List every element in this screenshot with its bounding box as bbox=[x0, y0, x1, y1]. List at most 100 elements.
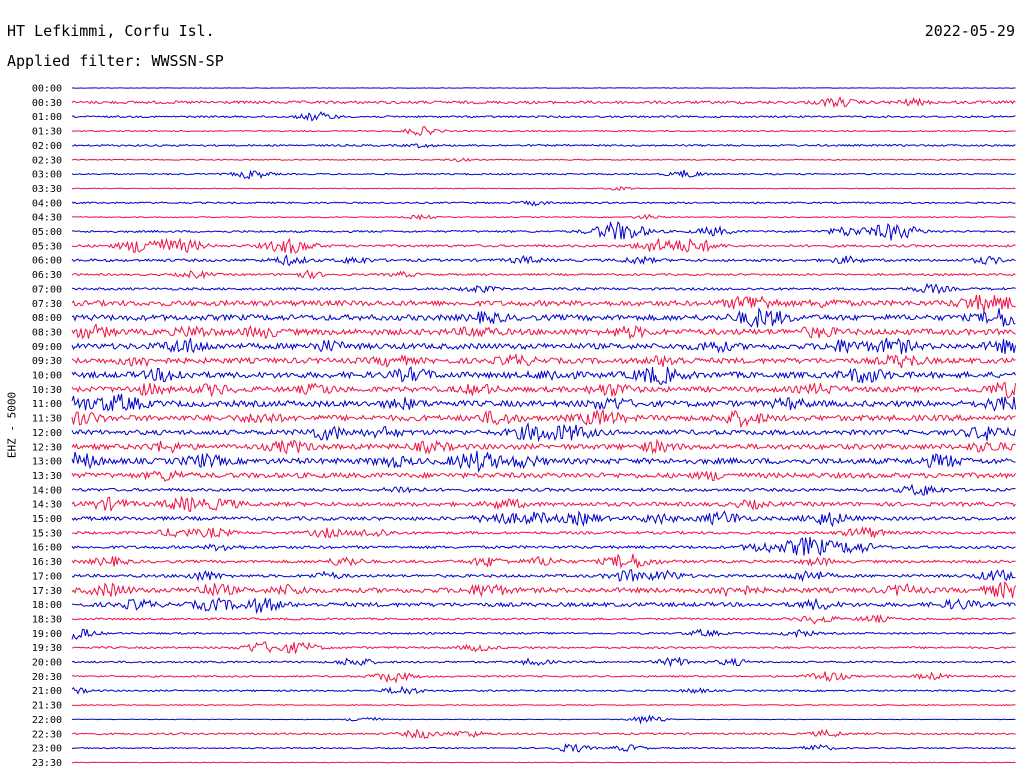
trace-labels: 00:00 00:30 01:00 01:30 02:00 02:30 03:00 03:30… bbox=[32, 84, 62, 769]
trace-label: 11:30 bbox=[32, 414, 62, 425]
trace-line bbox=[71, 157, 1016, 163]
trace-label: 16:30 bbox=[32, 557, 62, 568]
trace-line bbox=[71, 95, 1016, 109]
trace-line bbox=[71, 169, 1016, 180]
trace-label: 06:00 bbox=[32, 256, 62, 267]
trace-lines bbox=[71, 87, 1016, 764]
trace-line bbox=[71, 685, 1016, 695]
trace-line bbox=[71, 111, 1016, 122]
trace-line bbox=[71, 569, 1016, 583]
trace-label: 04:30 bbox=[32, 213, 62, 224]
trace-line bbox=[71, 553, 1016, 569]
trace-line bbox=[71, 200, 1016, 207]
trace-label: 17:00 bbox=[32, 571, 62, 582]
trace-label: 02:00 bbox=[32, 141, 62, 152]
trace-line bbox=[71, 366, 1016, 385]
record-date: 2022-05-29 bbox=[924, 22, 1015, 40]
trace-label: 02:30 bbox=[32, 155, 62, 166]
trace-label: 12:30 bbox=[32, 442, 62, 453]
trace-label: 09:00 bbox=[32, 342, 62, 353]
trace-label: 00:00 bbox=[32, 84, 62, 95]
trace-line bbox=[71, 213, 1016, 221]
trace-line bbox=[71, 408, 1016, 429]
trace-label: 07:00 bbox=[32, 284, 62, 295]
trace-label: 01:30 bbox=[32, 127, 62, 138]
trace-line bbox=[71, 525, 1016, 539]
station-title: HT Lefkimmi, Corfu Isl. bbox=[7, 22, 215, 40]
trace-label: 05:30 bbox=[32, 241, 62, 252]
trace-line bbox=[71, 510, 1016, 528]
trace-line bbox=[71, 657, 1016, 668]
trace-label: 06:30 bbox=[32, 270, 62, 281]
trace-line bbox=[71, 421, 1016, 443]
trace-label: 23:30 bbox=[32, 758, 62, 769]
trace-label: 22:00 bbox=[32, 715, 62, 726]
trace-line bbox=[71, 536, 1016, 556]
trace-label: 14:30 bbox=[32, 500, 62, 511]
trace-line bbox=[71, 671, 1016, 684]
trace-label: 22:30 bbox=[32, 729, 62, 740]
trace-label: 10:30 bbox=[32, 385, 62, 396]
trace-label: 15:00 bbox=[32, 514, 62, 525]
filter-label: Applied filter: WWSSN-SP bbox=[7, 52, 224, 70]
trace-label: 19:30 bbox=[32, 643, 62, 654]
trace-line bbox=[71, 126, 1016, 137]
trace-label: 21:30 bbox=[32, 701, 62, 712]
trace-line bbox=[72, 714, 1016, 725]
trace-label: 18:00 bbox=[32, 600, 62, 611]
trace-label: 09:30 bbox=[32, 356, 62, 367]
trace-line bbox=[71, 323, 1016, 340]
trace-line bbox=[71, 728, 1016, 739]
trace-line bbox=[72, 761, 1016, 764]
trace-line bbox=[71, 614, 1016, 625]
trace-label: 12:00 bbox=[32, 428, 62, 439]
trace-label: 14:00 bbox=[32, 485, 62, 496]
trace-line bbox=[71, 282, 1016, 295]
trace-label: 20:30 bbox=[32, 672, 62, 683]
trace-label: 18:30 bbox=[32, 614, 62, 625]
trace-line bbox=[71, 628, 1016, 640]
trace-line bbox=[71, 254, 1016, 267]
trace-label: 11:00 bbox=[32, 399, 62, 410]
trace-label: 00:30 bbox=[32, 98, 62, 109]
trace-label: 16:00 bbox=[32, 543, 62, 554]
trace-line bbox=[71, 352, 1016, 369]
trace-line bbox=[71, 743, 1016, 753]
trace-label: 05:00 bbox=[32, 227, 62, 238]
trace-label: 23:00 bbox=[32, 744, 62, 755]
trace-line bbox=[71, 337, 1016, 355]
trace-line bbox=[71, 393, 1016, 412]
trace-line bbox=[71, 450, 1016, 473]
trace-line bbox=[71, 597, 1016, 615]
trace-label: 15:30 bbox=[32, 528, 62, 539]
trace-label: 19:00 bbox=[32, 629, 62, 640]
trace-line bbox=[72, 704, 1016, 707]
trace-label: 13:00 bbox=[32, 457, 62, 468]
trace-line bbox=[71, 306, 1016, 328]
trace-line bbox=[71, 269, 1016, 280]
trace-line bbox=[71, 580, 1016, 600]
trace-label: 08:00 bbox=[32, 313, 62, 324]
trace-line bbox=[71, 185, 1016, 191]
trace-label: 20:00 bbox=[32, 658, 62, 669]
trace-label: 17:30 bbox=[32, 586, 62, 597]
trace-label: 01:00 bbox=[32, 112, 62, 123]
trace-label: 03:00 bbox=[32, 170, 62, 181]
trace-label: 08:30 bbox=[32, 327, 62, 338]
trace-label: 07:30 bbox=[32, 299, 62, 310]
trace-label: 04:00 bbox=[32, 198, 62, 209]
trace-line bbox=[71, 143, 1016, 149]
trace-label: 13:30 bbox=[32, 471, 62, 482]
trace-line bbox=[71, 641, 1016, 654]
trace-line bbox=[71, 294, 1016, 313]
trace-line bbox=[71, 438, 1016, 455]
trace-line bbox=[71, 496, 1016, 513]
trace-label: 21:00 bbox=[32, 686, 62, 697]
trace-label: 10:00 bbox=[32, 371, 62, 382]
trace-line bbox=[71, 220, 1016, 241]
trace-line bbox=[71, 237, 1016, 254]
trace-line bbox=[71, 469, 1016, 483]
trace-label: 03:30 bbox=[32, 184, 62, 195]
trace-line bbox=[71, 381, 1016, 399]
